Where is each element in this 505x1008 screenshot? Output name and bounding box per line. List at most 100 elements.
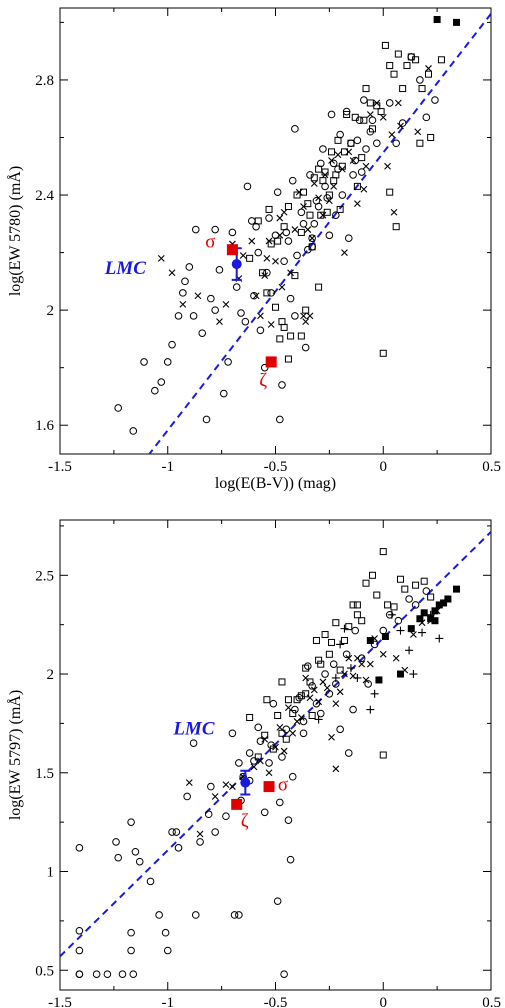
point-open-square [302, 690, 310, 698]
point-open-square [379, 751, 387, 759]
point-open-square [254, 753, 262, 761]
y-axis-label: log(EW 5780) (mÅ) [6, 166, 24, 296]
point-circle [151, 386, 159, 395]
point-filled-square [433, 16, 441, 24]
point-open-square [302, 664, 310, 672]
point-plus [336, 640, 345, 649]
point-circle [394, 616, 403, 625]
point-cross [196, 830, 204, 838]
point-cross [306, 694, 314, 702]
point-open-square [328, 638, 336, 646]
point-circle [215, 266, 224, 274]
point-open-square [386, 188, 394, 196]
point-cross [358, 660, 366, 668]
panel-ew5780: -1.5 -1 -0.5 0 0.5 1.6 2 2.4 2.8 log(E(B-V)) (mag… [6, 7, 501, 492]
point-cross [319, 678, 327, 686]
point-cross [179, 300, 187, 308]
point-cross [390, 208, 398, 216]
point-circle [196, 838, 204, 846]
point-cross [229, 783, 236, 790]
data-layer [60, 531, 491, 979]
point-circle [422, 113, 431, 122]
x-tick-label: -0.5 [264, 459, 288, 475]
point-circle [280, 257, 288, 266]
x-tick-label: -1 [162, 459, 175, 475]
y-tick-label: 1.5 [35, 766, 54, 782]
point-open-square [358, 617, 366, 625]
point-open-square [343, 110, 351, 118]
point-circle [256, 326, 265, 335]
point-filled-square [396, 670, 404, 678]
point-circle [267, 741, 275, 749]
point-open-square [306, 678, 314, 686]
point-circle [75, 926, 84, 935]
point-cross [257, 757, 264, 765]
zeta-label: ζ [259, 370, 267, 391]
point-plus [353, 673, 362, 682]
point-circle [316, 159, 325, 168]
point-open-square [336, 205, 344, 213]
point-cross [379, 650, 387, 658]
point-open-square [263, 289, 271, 297]
point-cross [321, 171, 329, 179]
point-circle [235, 911, 243, 919]
point-circle [329, 660, 338, 668]
point-circle [228, 228, 237, 237]
point-circle [362, 145, 370, 153]
point-cross [319, 211, 327, 219]
point-circle [372, 139, 381, 148]
point-open-square [349, 601, 357, 609]
point-open-square [368, 125, 376, 133]
point-plus [396, 626, 405, 635]
point-circle [129, 427, 138, 435]
point-cross [373, 99, 381, 107]
point-circle [282, 725, 291, 734]
point-cross [345, 148, 353, 156]
x-tick-label: 0.5 [482, 995, 501, 1008]
point-circle [379, 626, 388, 635]
point-cross [168, 269, 176, 277]
point-cross [267, 321, 275, 328]
point-cross [211, 793, 219, 800]
point-cross [325, 197, 333, 205]
point-cross [362, 162, 370, 170]
point-open-square [246, 254, 254, 262]
point-cross [276, 214, 284, 222]
point-open-square [274, 712, 282, 720]
x-axis-label: log(E(B-V)) (mag) [215, 475, 336, 492]
point-circle [288, 772, 297, 781]
point-circle [189, 312, 198, 320]
point-circle [336, 725, 344, 734]
point-open-square [280, 323, 288, 331]
point-circle [291, 312, 299, 320]
sigma-label: σ [205, 232, 215, 253]
point-open-square [373, 591, 381, 599]
point-cross [300, 312, 307, 320]
point-plus [370, 689, 379, 698]
y-axis-label: log(EW 5797) (mÅ) [6, 690, 24, 820]
point-cross [332, 700, 340, 708]
point-open-square [425, 70, 433, 78]
point-open-square [328, 148, 336, 156]
point-circle [286, 855, 295, 864]
fit-line [60, 531, 491, 958]
point-open-square [293, 696, 301, 704]
point-circle [92, 970, 101, 979]
point-cross [265, 769, 273, 777]
point-plus [435, 634, 444, 643]
point-circle [278, 753, 286, 761]
x-tick-label: -0.5 [264, 995, 288, 1008]
point-circle [250, 291, 258, 300]
point-circle [338, 191, 347, 199]
point-plus [366, 705, 375, 714]
point-cross [394, 99, 402, 107]
sigma-point [263, 781, 275, 793]
point-cross [261, 272, 269, 279]
point-cross [222, 300, 230, 308]
point-open-square [362, 85, 370, 93]
point-circle [314, 202, 323, 211]
point-cross [354, 654, 361, 662]
point-cross [379, 113, 387, 121]
point-cross [366, 111, 374, 118]
